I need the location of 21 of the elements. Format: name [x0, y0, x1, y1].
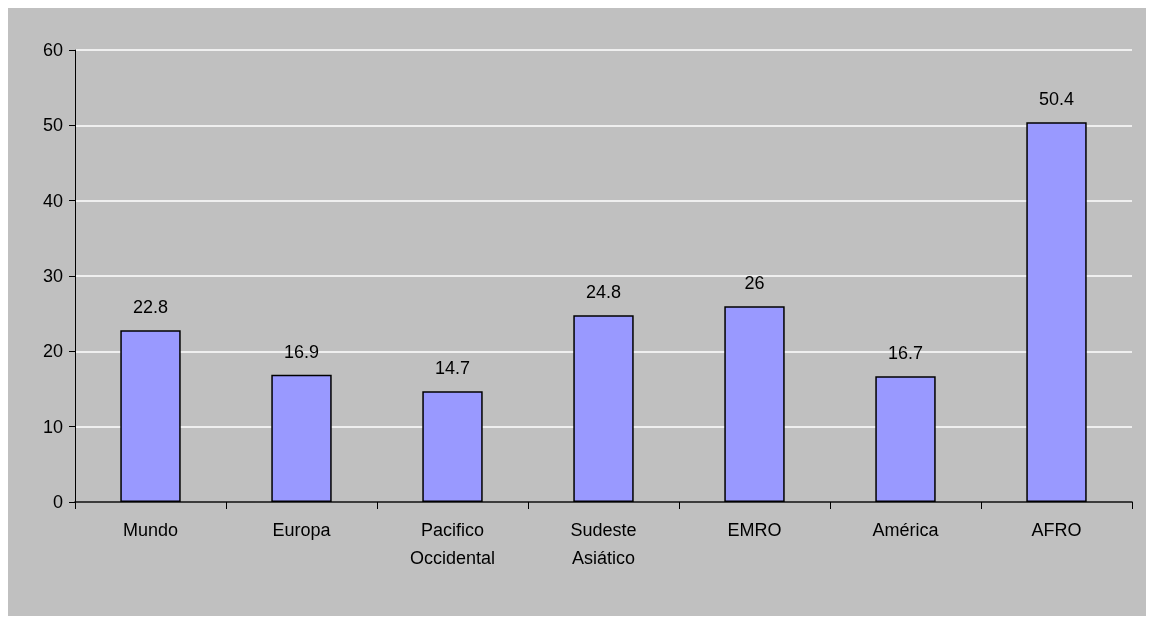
- data-label: 16.7: [887, 343, 924, 364]
- y-tick-label: 50: [42, 115, 63, 136]
- x-tick-label: Pacifico Occidental: [409, 520, 496, 568]
- data-label: 50.4: [1038, 89, 1075, 110]
- y-tick-label: 10: [42, 416, 63, 437]
- y-tick-label: 40: [42, 190, 63, 211]
- data-label: 24.8: [585, 282, 622, 303]
- data-label: 22.8: [132, 297, 169, 318]
- y-tick-label: 60: [42, 40, 63, 60]
- x-tick-label: Sudeste Asiático: [570, 520, 637, 568]
- data-label: 26: [744, 273, 765, 294]
- x-tick-label: Europa: [272, 520, 332, 540]
- data-label: 14.7: [434, 358, 471, 379]
- x-tick-label: EMRO: [727, 520, 782, 540]
- x-tick-label: América: [872, 520, 940, 540]
- x-tick-label: AFRO: [1031, 520, 1082, 540]
- y-tick-label: 0: [52, 492, 63, 512]
- x-tick-label: Mundo: [122, 520, 179, 540]
- y-tick-label: 20: [42, 341, 63, 362]
- y-tick-label: 30: [42, 266, 63, 286]
- data-label: 16.9: [283, 341, 320, 362]
